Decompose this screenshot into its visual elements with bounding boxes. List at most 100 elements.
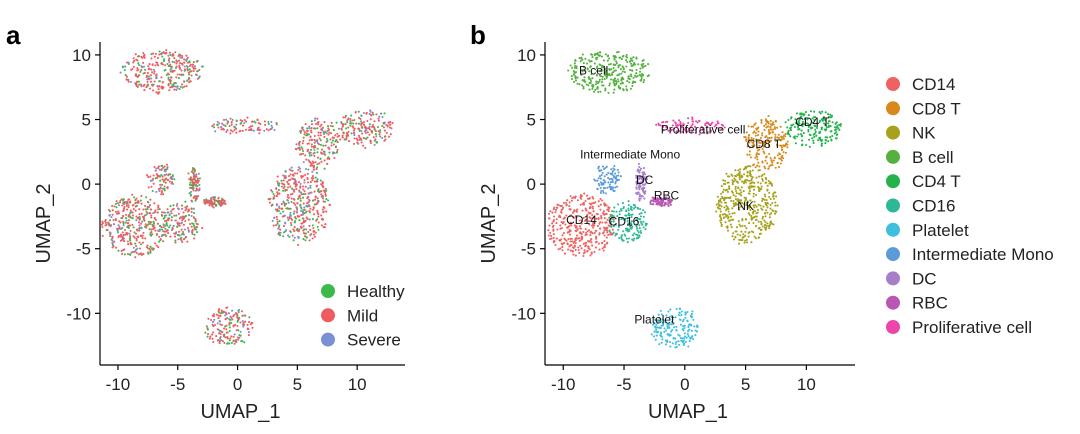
point	[293, 226, 296, 229]
point	[639, 197, 642, 200]
point	[217, 314, 220, 317]
point	[114, 219, 117, 222]
point	[141, 215, 144, 218]
point	[235, 329, 238, 332]
point	[192, 187, 195, 190]
point	[378, 131, 382, 134]
point	[569, 64, 572, 67]
point	[819, 136, 822, 139]
point	[620, 218, 623, 221]
point	[364, 146, 367, 149]
point	[307, 168, 310, 171]
point	[604, 89, 607, 92]
point	[766, 202, 770, 205]
point	[169, 63, 172, 66]
point	[279, 212, 282, 215]
legend-label: DC	[912, 269, 937, 288]
point	[802, 114, 805, 117]
point	[216, 120, 219, 123]
point	[195, 195, 198, 198]
point	[306, 127, 309, 130]
point	[736, 233, 739, 236]
point	[591, 84, 594, 87]
point	[600, 81, 604, 84]
point	[263, 129, 266, 132]
point	[332, 143, 335, 146]
point	[752, 231, 755, 234]
point	[363, 130, 366, 133]
point	[324, 191, 327, 194]
point	[579, 196, 582, 199]
point	[169, 68, 172, 71]
point	[360, 114, 363, 117]
point	[343, 138, 346, 141]
point	[121, 66, 125, 69]
point	[278, 207, 281, 210]
point	[315, 171, 318, 174]
point	[794, 142, 797, 145]
point	[626, 241, 629, 244]
point	[551, 211, 554, 214]
point	[638, 171, 641, 174]
point	[298, 219, 301, 222]
point	[615, 174, 618, 178]
point	[366, 136, 369, 139]
point	[111, 235, 114, 238]
point	[770, 159, 773, 162]
point	[780, 135, 783, 138]
point	[275, 224, 278, 227]
point	[667, 323, 670, 326]
point	[746, 165, 749, 168]
point	[676, 124, 679, 127]
point	[772, 159, 775, 162]
point	[667, 129, 670, 132]
point	[683, 332, 686, 335]
point	[755, 127, 758, 130]
point	[388, 123, 392, 126]
point	[748, 231, 751, 234]
point	[378, 115, 381, 118]
legend-label: Proliferative cell	[912, 318, 1032, 337]
point	[794, 118, 797, 121]
point	[167, 211, 170, 214]
point	[629, 225, 632, 228]
point	[369, 110, 372, 113]
point	[310, 232, 313, 235]
point	[318, 162, 321, 165]
point	[171, 86, 174, 89]
point	[680, 314, 683, 317]
point	[716, 195, 719, 198]
point	[165, 235, 168, 238]
point	[228, 124, 231, 128]
point	[669, 203, 672, 206]
point	[797, 125, 800, 128]
point	[212, 206, 215, 209]
point	[312, 230, 315, 233]
point	[356, 141, 359, 144]
point	[732, 194, 735, 197]
point	[347, 140, 351, 143]
point	[139, 199, 142, 202]
point	[763, 173, 766, 176]
point	[194, 181, 197, 184]
point	[570, 199, 573, 202]
point	[128, 232, 131, 235]
point	[698, 119, 701, 122]
point	[644, 224, 647, 227]
point	[141, 241, 145, 244]
point	[594, 83, 597, 86]
point	[591, 244, 594, 247]
point	[566, 199, 569, 202]
point	[751, 176, 754, 179]
point	[124, 221, 127, 224]
point	[585, 83, 588, 86]
point	[163, 165, 166, 168]
point	[146, 78, 149, 81]
point	[276, 193, 279, 196]
point	[627, 200, 630, 203]
point	[827, 125, 830, 129]
point	[227, 312, 230, 315]
point	[752, 212, 755, 215]
point	[286, 180, 289, 183]
point	[228, 318, 231, 321]
